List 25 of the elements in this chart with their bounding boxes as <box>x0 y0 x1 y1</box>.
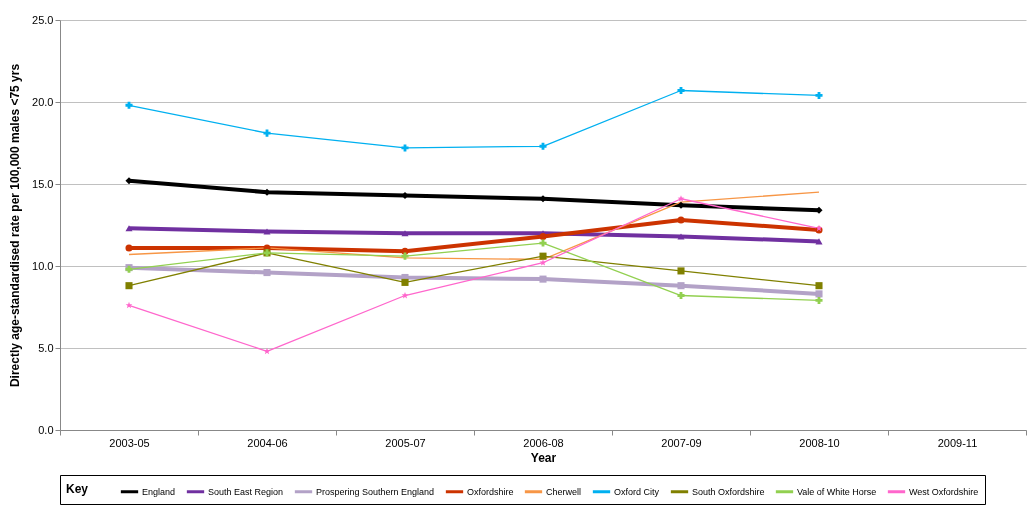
legend-label: Oxfordshire <box>467 486 514 497</box>
legend-label: Oxford City <box>614 486 660 497</box>
y-tick-label: 20.0 <box>32 95 54 108</box>
x-tick-label: 2005-07 <box>385 436 426 449</box>
legend-title: Key <box>66 482 89 496</box>
x-tick-label: 2008-10 <box>799 436 840 449</box>
x-tick-label: 2007-09 <box>661 436 702 449</box>
y-tick-label: 15.0 <box>32 177 54 190</box>
legend-label: South East Region <box>208 486 284 497</box>
y-tick-label: 0.0 <box>38 423 54 436</box>
legend-label: England <box>142 486 176 497</box>
x-tick-label: 2006-08 <box>523 436 564 449</box>
x-tick-label: 2009-11 <box>937 436 978 449</box>
legend-label: South Oxfordshire <box>692 486 765 497</box>
x-axis-title: Year <box>530 450 557 465</box>
x-tick-label: 2003-05 <box>109 436 150 449</box>
legend-label: Prospering Southern England <box>316 486 435 497</box>
legend-label: West Oxfordshire <box>909 486 979 497</box>
y-tick-label: 5.0 <box>38 341 54 354</box>
legend-label: Cherwell <box>546 486 582 497</box>
y-tick-label: 25.0 <box>32 13 54 26</box>
y-axis-title: Directly age-standardised rate per 100,000 males <75 yrs <box>8 63 23 388</box>
y-tick-label: 10.0 <box>32 259 54 272</box>
legend-label: Vale of White Horse <box>797 486 877 497</box>
x-tick-label: 2004-06 <box>247 436 288 449</box>
